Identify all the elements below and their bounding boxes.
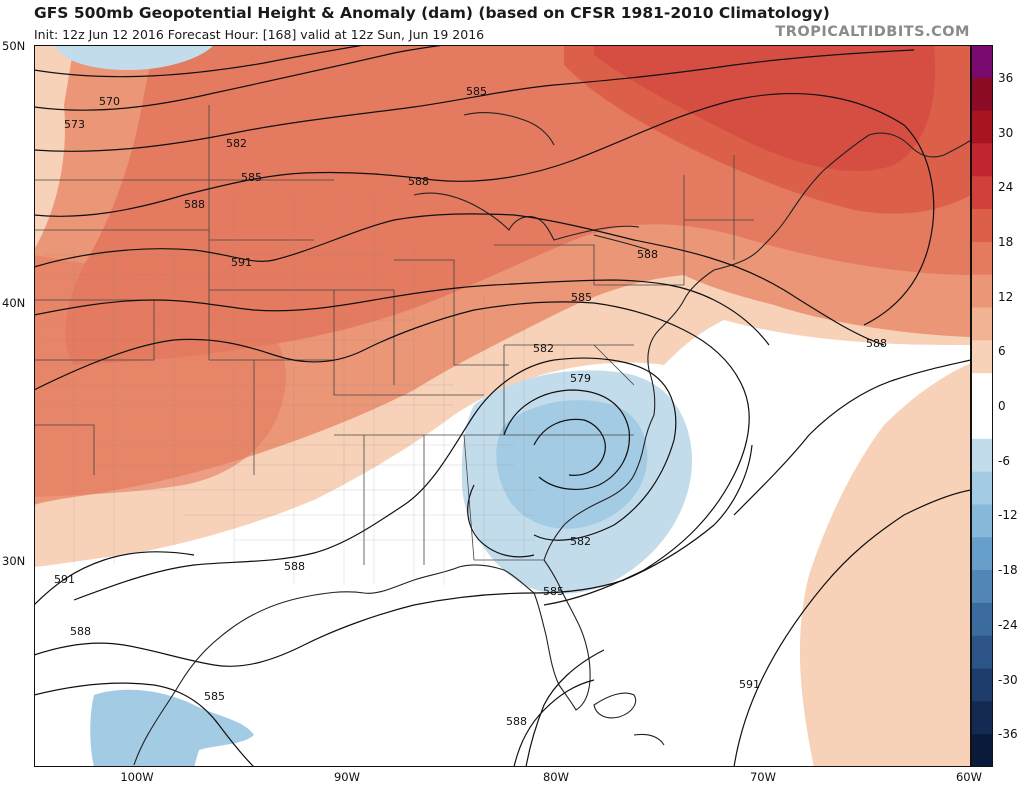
contour-label-585a: 585 (241, 171, 262, 184)
lat-label-50n: 50N (2, 39, 26, 53)
colorbar-tick-label: -24 (998, 617, 1018, 632)
contour-labels: 570 573 582 585 588 591 585 588 582 579 … (54, 85, 887, 728)
lon-label-90w: 90W (333, 770, 361, 784)
colorbar-cell (971, 635, 993, 670)
contour-label-591a: 591 (231, 256, 252, 269)
colorbar-cell (971, 504, 993, 538)
colorbar-cell (971, 45, 993, 79)
contour-label-591c: 591 (739, 678, 760, 691)
colorbar-cell (971, 77, 993, 112)
colorbar-tick-label: 6 (998, 344, 1006, 359)
contour-label-585b: 585 (466, 85, 487, 98)
contour-label-588e: 588 (284, 560, 305, 573)
colorbar-tick-label: -36 (998, 727, 1018, 742)
colorbar-tick-label: -30 (998, 672, 1018, 687)
map-subtitle: Init: 12z Jun 12 2016 Forecast Hour: [16… (34, 27, 485, 42)
contour-label-582b: 582 (533, 342, 554, 355)
lat-label-40n: 40N (2, 296, 26, 310)
colorbar-cell (971, 373, 993, 407)
colorbar-cell (971, 340, 993, 374)
height-contours (34, 45, 971, 767)
colorbar-cell (971, 209, 993, 243)
colorbar-cell (971, 570, 993, 604)
anomaly-negative-nw (54, 45, 214, 70)
colorbar-cell (971, 438, 993, 473)
colorbar-tick-label: -6 (998, 453, 1010, 468)
colorbar-cell (971, 307, 993, 341)
colorbar-cell (971, 602, 993, 637)
contour-label-579: 579 (570, 372, 591, 385)
contour-label-585e: 585 (204, 690, 225, 703)
colorbar-cell (971, 143, 993, 177)
colorbar-tick-label: 12 (998, 289, 1014, 304)
colorbar-cell (971, 274, 993, 309)
anomaly-positive-deeper (594, 45, 936, 171)
colorbar-tick-label: 30 (998, 125, 1014, 140)
weather-map: 570 573 582 585 588 591 585 588 582 579 … (34, 45, 971, 767)
watermark: TROPICALTIDBITS.COM (775, 24, 970, 40)
contour-label-585d: 585 (543, 585, 564, 598)
lon-label-80w: 80W (542, 770, 570, 784)
anomaly-plains-band (34, 255, 286, 497)
contour-label-582c: 582 (570, 535, 591, 548)
colorbar-cell (971, 406, 993, 440)
colorbar-cell (971, 110, 993, 145)
colorbar-tick-label: 36 (998, 70, 1014, 85)
contour-label-591b: 591 (54, 573, 75, 586)
contour-label-588f: 588 (506, 715, 527, 728)
map-title: GFS 500mb Geopotential Height & Anomaly … (34, 4, 830, 22)
contour-label-582a: 582 (226, 137, 247, 150)
colorbar-cell (971, 734, 993, 767)
colorbar-tick-label: -12 (998, 508, 1018, 523)
colorbar-tick-label: -18 (998, 563, 1018, 578)
contour-label-570: 570 (99, 95, 120, 108)
contour-label-588b: 588 (408, 175, 429, 188)
lat-label-30n: 30N (2, 554, 26, 568)
lon-label-60w: 60W (955, 770, 983, 784)
county-texture (44, 195, 565, 585)
state-borders (34, 105, 754, 565)
contour-label-588a: 588 (184, 198, 205, 211)
contour-label-573: 573 (64, 118, 85, 131)
colorbar-cell (971, 668, 993, 702)
colorbar-cell (971, 701, 993, 735)
colorbar-cell (971, 176, 993, 210)
anomaly-colorbar (971, 45, 993, 767)
contour-label-588d: 588 (70, 625, 91, 638)
colorbar-tick-label: 24 (998, 180, 1014, 195)
colorbar-cell (971, 537, 993, 571)
colorbar-cell (971, 471, 993, 506)
contour-label-588c: 588 (637, 248, 658, 261)
lon-label-100w: 100W (120, 770, 154, 784)
colorbar-cell (971, 241, 993, 276)
colorbar-tick-label: 0 (998, 399, 1006, 413)
contour-label-588g: 588 (866, 337, 887, 350)
contour-label-585c: 585 (571, 291, 592, 304)
colorbar-tick-label: 18 (998, 234, 1014, 249)
lon-label-70w: 70W (749, 770, 777, 784)
anomaly-negative-sw (90, 689, 254, 767)
